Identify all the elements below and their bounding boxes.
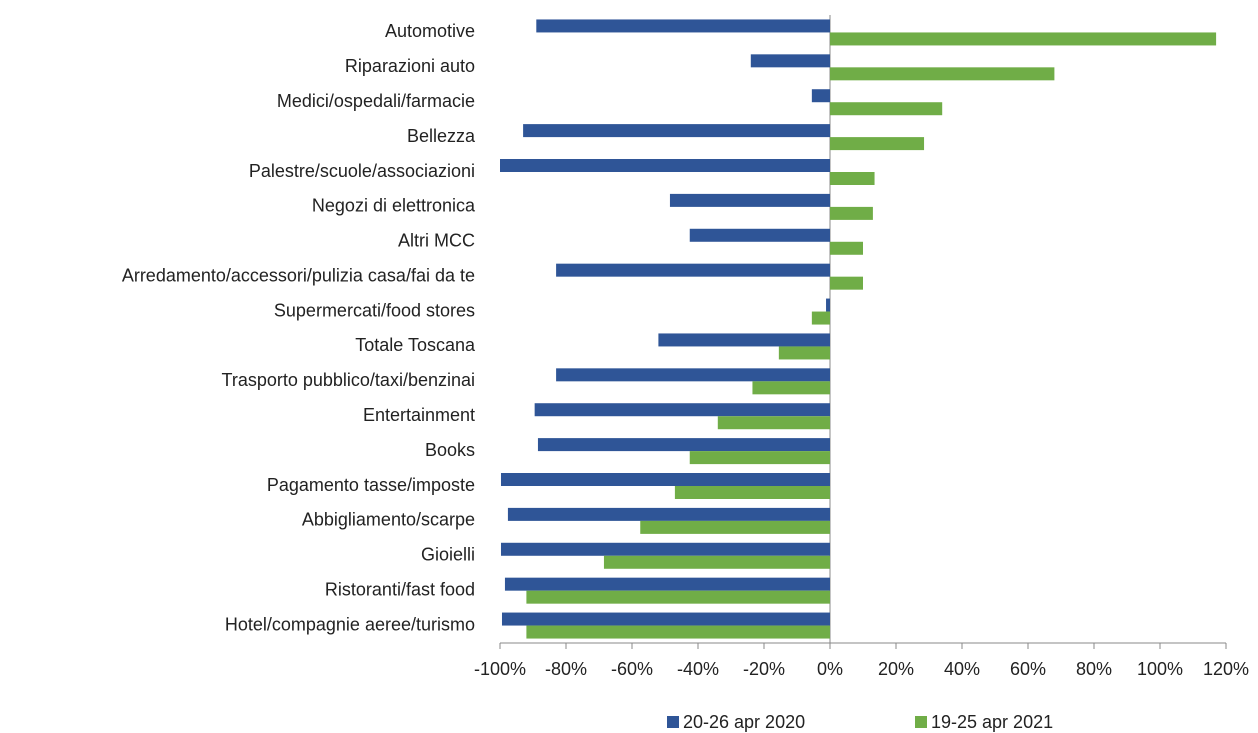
bar xyxy=(811,311,830,325)
bar xyxy=(811,89,830,103)
bar xyxy=(689,451,830,465)
y-tick-label: Riparazioni auto xyxy=(345,56,475,76)
bar xyxy=(830,206,873,220)
bar xyxy=(500,542,830,556)
x-tick-label: -100% xyxy=(474,659,526,679)
bar xyxy=(830,137,925,151)
x-tick-label: -80% xyxy=(545,659,587,679)
bar xyxy=(640,520,830,534)
y-tick-label: Supermercati/food stores xyxy=(274,300,475,320)
bar xyxy=(830,276,863,290)
bar xyxy=(830,67,1055,81)
bar xyxy=(534,403,830,417)
y-tick-label: Altri MCC xyxy=(398,231,475,251)
bar xyxy=(752,381,830,395)
bar xyxy=(830,32,1217,46)
legend-swatch xyxy=(915,716,927,728)
bar xyxy=(826,298,830,312)
bar xyxy=(526,625,830,639)
legend-label: 20-26 apr 2020 xyxy=(683,712,805,732)
bar xyxy=(674,486,830,499)
bar xyxy=(500,159,830,172)
y-tick-label: Totale Toscana xyxy=(355,335,476,355)
bar xyxy=(556,263,830,277)
x-tick-label: 40% xyxy=(944,659,980,679)
bar xyxy=(689,228,830,242)
bar xyxy=(537,438,830,452)
y-tick-label: Gioielli xyxy=(421,545,475,565)
y-tick-label: Hotel/compagnie aeree/turismo xyxy=(225,614,475,634)
y-tick-label: Trasporto pubblico/taxi/benzinai xyxy=(222,370,475,390)
legend-swatch xyxy=(667,716,679,728)
bar xyxy=(830,102,943,116)
y-tick-label: Pagamento tasse/imposte xyxy=(267,475,475,495)
bar xyxy=(536,19,830,33)
bar xyxy=(556,368,830,382)
bar xyxy=(717,416,830,430)
y-tick-label: Negozi di elettronica xyxy=(312,196,476,216)
bar xyxy=(669,193,830,207)
x-tick-label: 100% xyxy=(1137,659,1183,679)
x-tick-label: 0% xyxy=(817,659,843,679)
y-tick-label: Medici/ospedali/farmacie xyxy=(277,91,475,111)
x-tick-label: -40% xyxy=(677,659,719,679)
x-tick-label: 120% xyxy=(1203,659,1249,679)
bar xyxy=(658,333,830,347)
bar xyxy=(507,507,830,521)
bar xyxy=(500,473,830,486)
bar xyxy=(830,172,875,185)
y-tick-label: Entertainment xyxy=(363,405,475,425)
x-tick-label: -60% xyxy=(611,659,653,679)
y-tick-label: Books xyxy=(425,440,475,460)
y-tick-label: Palestre/scuole/associazioni xyxy=(249,161,475,181)
x-tick-label: -20% xyxy=(743,659,785,679)
bar xyxy=(750,54,830,68)
y-tick-label: Abbigliamento/scarpe xyxy=(302,510,475,530)
bar xyxy=(603,555,830,569)
bar xyxy=(830,241,863,255)
y-tick-label: Bellezza xyxy=(407,126,476,146)
bar xyxy=(526,590,830,604)
x-tick-label: 80% xyxy=(1076,659,1112,679)
y-tick-label: Automotive xyxy=(385,21,475,41)
x-tick-label: 60% xyxy=(1010,659,1046,679)
bar xyxy=(504,577,830,591)
bar xyxy=(778,346,830,360)
bar xyxy=(523,124,830,138)
bar xyxy=(501,612,830,626)
y-tick-label: Ristoranti/fast food xyxy=(325,579,475,599)
x-tick-label: 20% xyxy=(878,659,914,679)
y-tick-label: Arredamento/accessori/pulizia casa/fai d… xyxy=(122,265,475,285)
legend-label: 19-25 apr 2021 xyxy=(931,712,1053,732)
